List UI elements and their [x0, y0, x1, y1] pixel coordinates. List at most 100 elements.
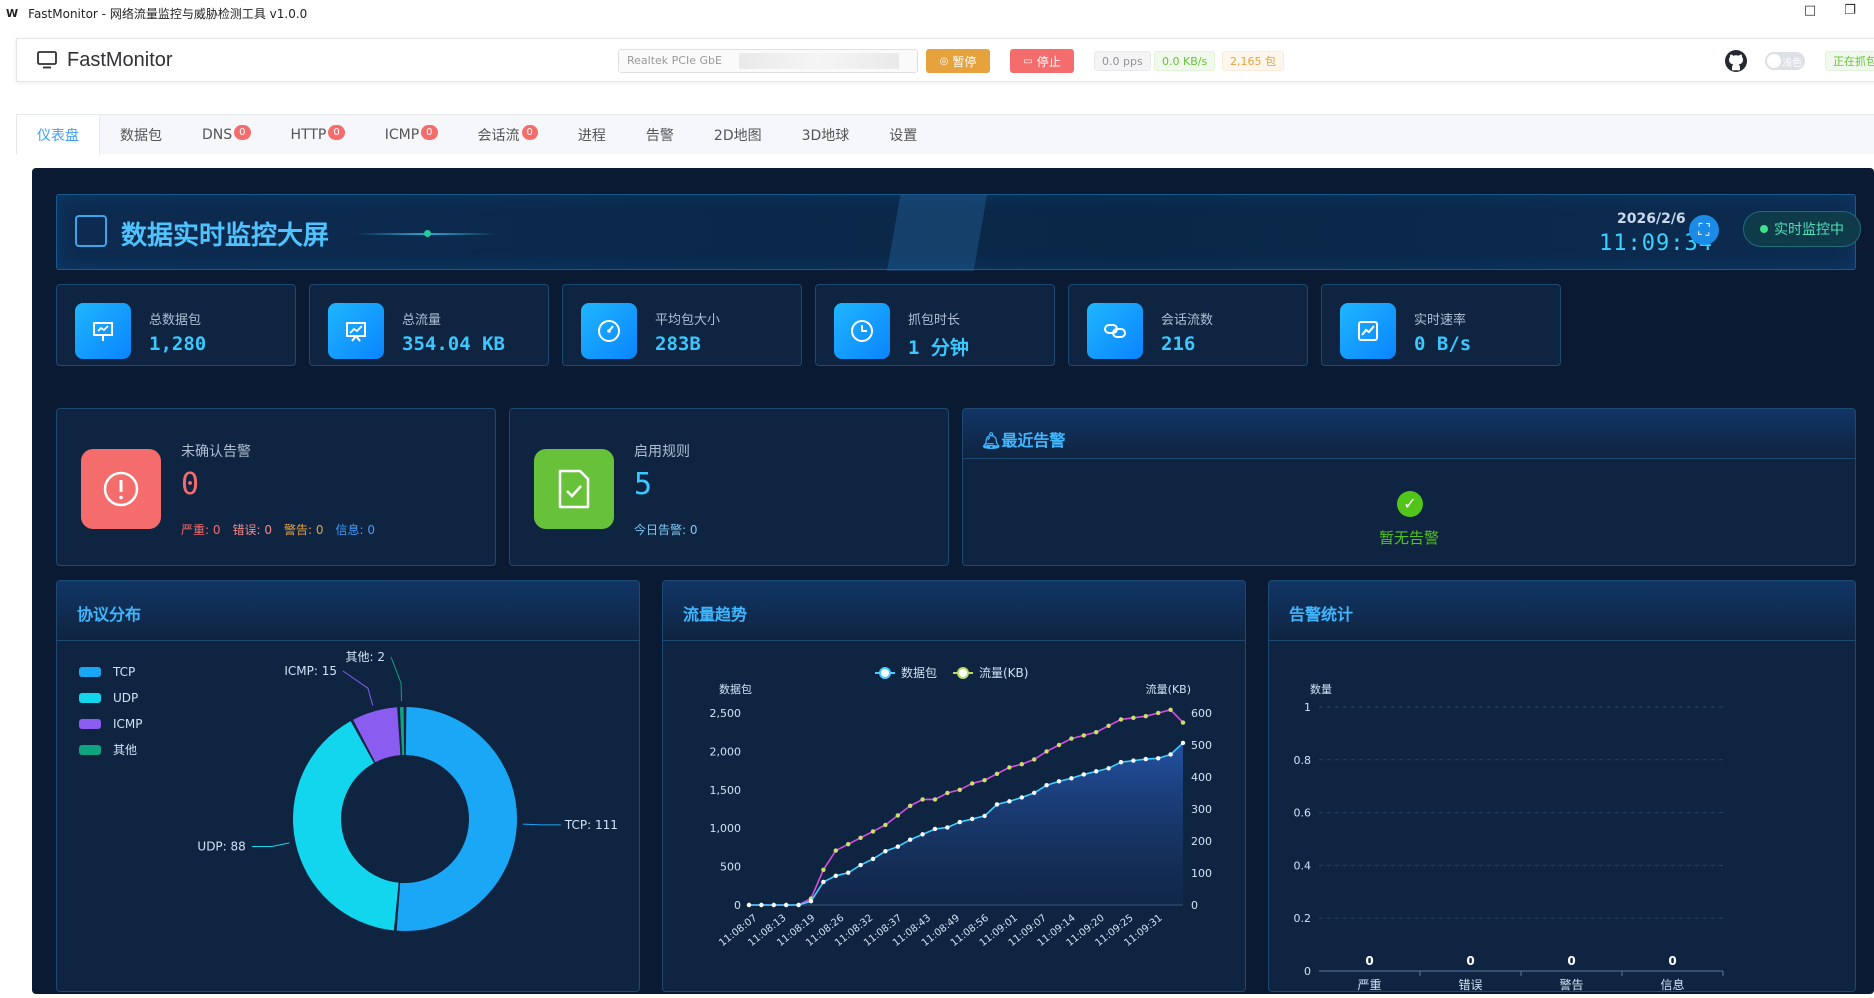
slice-label-line	[390, 656, 403, 702]
tab-3[interactable]: HTTP 0	[271, 115, 365, 155]
y-tick-label: 2,000	[710, 745, 742, 758]
legend-item[interactable]: UDP	[79, 691, 138, 705]
pie-slice[interactable]	[353, 707, 401, 763]
status-tag: 正在抓包	[1825, 51, 1874, 71]
slice-label-line	[342, 670, 374, 706]
pause-icon: ◎	[939, 55, 949, 67]
file-check-icon	[534, 449, 614, 529]
traffic-point	[1180, 720, 1186, 725]
slice-label: ICMP: 15	[284, 664, 337, 678]
y2-tick-label: 500	[1191, 739, 1212, 752]
tab-7[interactable]: 告警	[626, 115, 694, 155]
tab-10[interactable]: 设置	[869, 115, 937, 155]
dashboard-header: 数据实时监控大屏 2026/2/6 11:09:34 ⛶ 实时监控中	[56, 194, 1861, 271]
live-status-button[interactable]: 实时监控中	[1743, 211, 1861, 247]
tab-badge: 0	[328, 124, 345, 140]
video-icon: ▭	[1023, 55, 1033, 67]
tab-label: ICMP	[384, 127, 420, 143]
traffic-line	[749, 708, 1184, 906]
traffic-point	[1056, 742, 1062, 748]
packets-point	[771, 902, 776, 908]
github-icon[interactable]	[1724, 49, 1748, 73]
packets-point	[920, 832, 925, 837]
y2-tick-label: 100	[1191, 867, 1212, 880]
y-tick-label: 500	[720, 861, 741, 874]
alert-circle-icon	[81, 449, 161, 529]
tab-label: 会话流	[477, 128, 520, 144]
unconfirmed-alerts-card: 未确认告警 0 严重: 0 错误: 0 警告: 0 信息: 0	[56, 408, 496, 566]
packets-point	[1156, 756, 1161, 761]
fullscreen-icon[interactable]: ⛶	[1689, 215, 1719, 245]
tab-label: 设置	[889, 128, 918, 144]
y2-tick-label: 0	[1191, 899, 1198, 912]
traffic-line-chart: 数据包 流量(KB)数据包 流量(KB)05001,0001,5002,0002,5…	[710, 665, 1213, 949]
line-legend[interactable]: 数据包 流量(KB)	[875, 665, 1028, 680]
app-logo: W	[6, 6, 19, 20]
tab-1[interactable]: 数据包	[100, 115, 182, 155]
packets-tag: 2,165 包	[1222, 51, 1284, 71]
tab-badge: 0	[421, 124, 438, 140]
packets-area	[749, 742, 1183, 905]
packets-point	[945, 825, 950, 830]
pause-button[interactable]: ◎ 暂停	[926, 49, 990, 73]
packets-point	[870, 856, 876, 862]
theme-toggle[interactable]: 浅色	[1765, 52, 1805, 70]
protocol-panel: 协议分布 TCP UDP ICMP 其他 TCP: 111 UDP: 88 ICMP: 15…	[56, 580, 640, 992]
tab-label: HTTP	[290, 127, 327, 143]
slice-label-line	[522, 823, 561, 826]
legend-swatch	[79, 719, 101, 729]
maximize-icon[interactable]: □	[1803, 3, 1817, 18]
pie-slice[interactable]	[399, 707, 405, 756]
pps-tag: 0.0 pps	[1094, 51, 1151, 71]
recent-alerts-header: 🔔︎最近告警	[963, 409, 1855, 459]
stat-card: 抓包时长 1 分钟	[815, 284, 1055, 366]
legend-item[interactable]: ICMP	[79, 717, 143, 731]
header-decoration	[857, 195, 1017, 271]
y-tick-label: 0.2	[1294, 912, 1312, 925]
restore-icon[interactable]: ❐	[1844, 3, 1856, 18]
packets-point	[970, 816, 975, 822]
pie-slice[interactable]	[396, 707, 517, 931]
alert-stats-panel: 告警统计 数量 0 0.2 0.4 0.6 0.8 1 0 严重 0 错误 0 警告 0 信息	[1268, 580, 1856, 992]
tab-8[interactable]: 2D地图	[694, 115, 782, 155]
packets-point	[1032, 790, 1037, 796]
legend-label: 流量(KB)	[979, 666, 1028, 680]
stat-label: 总流量	[402, 313, 442, 328]
tab-0[interactable]: 仪表盘	[17, 115, 100, 155]
stop-button[interactable]: ▭ 停止	[1010, 49, 1074, 73]
app-name: FastMonitor	[67, 48, 173, 71]
tab-6[interactable]: 进程	[558, 115, 626, 155]
tab-label: 进程	[577, 128, 606, 144]
alerts-label: 未确认告警	[181, 444, 251, 460]
bar-value-label: 0	[1567, 954, 1575, 968]
legend-item[interactable]: TCP	[79, 665, 135, 679]
traffic-point	[1106, 723, 1111, 728]
packets-line	[749, 742, 1184, 906]
pie-slice[interactable]	[293, 721, 399, 931]
trend-icon	[1340, 303, 1396, 359]
y2-tick-label: 600	[1191, 707, 1212, 720]
tab-9[interactable]: 3D地球	[782, 115, 870, 155]
pause-label: 暂停	[952, 54, 977, 69]
tab-2[interactable]: DNS 0	[182, 115, 271, 155]
y-tick-label: 2,500	[710, 707, 742, 720]
tab-4[interactable]: ICMP 0	[365, 115, 458, 155]
x-tick-label: 警告	[1559, 977, 1583, 991]
window-title: FastMonitor - 网络流量监控与威胁检测工具 v1.0.0	[28, 6, 308, 21]
traffic-panel: 流量趋势 数据包 流量(KB) 数据包 流量(KB) 0 500 1,000 1,500 2,0…	[662, 580, 1246, 992]
tab-5[interactable]: 会话流 0	[458, 115, 558, 155]
legend-item[interactable]: 其他	[79, 743, 137, 757]
live-label: 实时监控中	[1774, 222, 1844, 238]
traffic-point	[883, 822, 888, 828]
screen-icon	[75, 215, 107, 247]
y-tick-label: 0.6	[1294, 807, 1312, 820]
traffic-point	[895, 813, 900, 818]
packets-point	[1044, 782, 1049, 788]
traffic-point	[994, 771, 1000, 776]
slice-label: UDP: 88	[197, 840, 245, 854]
packets-point	[796, 902, 801, 908]
traffic-point	[1044, 749, 1049, 754]
traffic-point	[970, 781, 975, 786]
stat-value: 0 B/s	[1414, 333, 1472, 355]
adapter-select[interactable]: Realtek PCIe GbE	[618, 49, 918, 73]
